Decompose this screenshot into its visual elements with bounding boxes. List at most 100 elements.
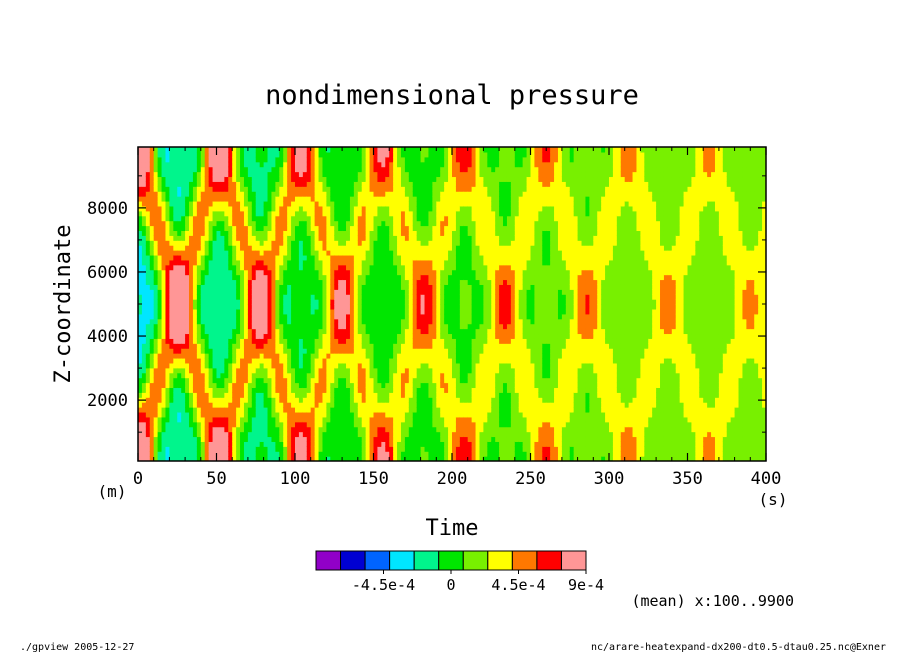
field-cell: [157, 426, 163, 433]
field-cell: [393, 353, 398, 359]
field-cell: [377, 328, 382, 335]
field-cell: [153, 205, 159, 212]
field-cell: [393, 186, 398, 192]
field-cell: [291, 191, 296, 197]
field-cell: [232, 411, 237, 418]
field-cell: [314, 308, 320, 315]
field-cell: [373, 421, 379, 428]
field-cell: [322, 402, 327, 408]
field-cell: [357, 411, 363, 418]
field-cell: [428, 313, 433, 320]
field-cell: [357, 264, 363, 271]
field-cell: [200, 353, 206, 359]
field-cell: [181, 338, 186, 344]
field-cell: [200, 200, 206, 207]
field-cell: [373, 254, 379, 261]
field-cell: [436, 225, 441, 232]
field-cell: [263, 392, 269, 398]
field-cell: [353, 426, 359, 433]
field-cell: [314, 343, 320, 349]
field-cell: [212, 387, 218, 393]
field-cell: [298, 235, 304, 241]
field-cell: [404, 441, 410, 447]
field-cell: [400, 166, 406, 173]
field-cell: [291, 382, 296, 389]
field-cell: [173, 357, 178, 364]
field-cell: [400, 250, 406, 256]
field-cell: [251, 279, 257, 285]
field-cell: [322, 426, 327, 433]
field-cell: [298, 240, 304, 246]
field-cell: [326, 367, 331, 374]
field-cell: [349, 186, 355, 192]
field-cell: [200, 147, 206, 153]
field-cell: [138, 313, 143, 320]
field-cell: [204, 318, 210, 325]
field-cell: [208, 235, 214, 241]
field-cell: [279, 397, 284, 403]
field-cell: [428, 250, 433, 256]
field-cell: [275, 367, 280, 374]
field-cell: [275, 446, 280, 452]
field-cell: [326, 397, 331, 403]
field-cell: [302, 156, 308, 163]
field-cell: [381, 377, 386, 384]
field-cell: [424, 279, 430, 285]
field-cell: [232, 220, 237, 227]
field-cell: [153, 456, 159, 461]
field-cell: [232, 353, 237, 359]
field-cell: [208, 333, 214, 339]
field-cell: [141, 441, 147, 447]
field-cell: [259, 210, 265, 217]
field-cell: [393, 289, 398, 295]
field-cell: [420, 274, 426, 281]
field-cell: [271, 284, 276, 290]
field-cell: [357, 171, 363, 178]
field-cell: [365, 397, 371, 403]
field-cell: [169, 392, 174, 398]
field-cell: [353, 392, 359, 398]
field-cell: [295, 235, 300, 241]
field-cell: [232, 367, 237, 374]
field-cell: [424, 397, 430, 403]
field-cell: [295, 166, 300, 173]
field-cell: [310, 230, 316, 236]
field-cell: [338, 215, 343, 222]
field-cell: [267, 181, 273, 187]
field-cell: [346, 407, 351, 413]
field-cell: [295, 308, 300, 315]
field-cell: [318, 161, 324, 168]
field-cell: [271, 299, 276, 305]
field-cell: [440, 402, 445, 408]
field-cell: [259, 407, 265, 413]
field-cell: [349, 245, 355, 251]
field-cell: [181, 264, 186, 271]
field-cell: [346, 294, 351, 300]
field-cell: [169, 348, 174, 354]
field-cell: [440, 338, 445, 344]
field-cell: [412, 259, 418, 266]
field-cell: [381, 250, 386, 256]
field-cell: [208, 451, 214, 457]
field-cell: [295, 436, 300, 442]
field-cell: [173, 323, 178, 330]
field-cell: [251, 421, 257, 428]
field-cell: [157, 254, 163, 261]
field-cell: [389, 186, 394, 192]
field-cell: [338, 382, 343, 389]
field-cell: [196, 456, 202, 461]
field-cell: [247, 446, 253, 452]
field-cell: [153, 254, 159, 261]
field-cell: [404, 308, 410, 315]
field-cell: [400, 161, 406, 168]
field-cell: [279, 313, 284, 320]
field-cell: [440, 367, 445, 374]
field-cell: [416, 240, 422, 246]
field-cell: [216, 166, 222, 173]
field-cell: [204, 259, 210, 266]
field-cell: [318, 240, 324, 246]
field-cell: [369, 274, 375, 281]
field-cell: [267, 421, 273, 428]
field-cell: [153, 171, 159, 178]
field-cell: [306, 318, 312, 325]
